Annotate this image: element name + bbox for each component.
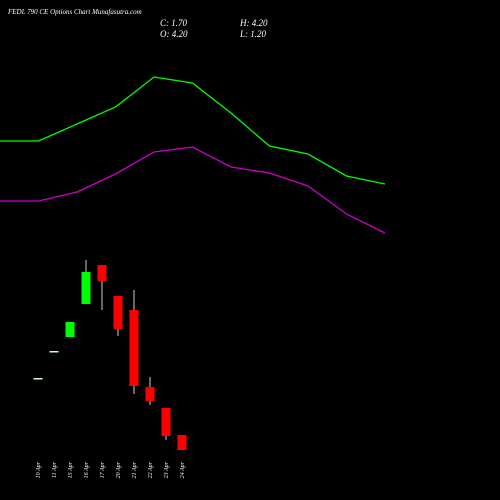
candle-body [161,408,171,436]
candle-body [145,387,155,401]
candle-body [113,296,123,329]
candle-body [49,351,59,353]
close-info: C: 1.70 [160,18,188,28]
low-info: L: 1.20 [239,29,267,39]
x-tick-label: 20 Apr [116,461,122,478]
x-tick-label: 15 Apr [68,461,74,478]
x-tick-label: 23 Apr [164,461,170,478]
candle-body [97,265,107,281]
high-info: H: 4.20 [239,18,268,28]
candle-body [33,378,43,380]
indicator-line [0,76,386,185]
x-tick-label: 22 Apr [148,461,154,478]
chart-title: FEDL 790 CE Options Chart Munafasutra.co… [7,8,142,16]
open-info: O: 4.20 [160,29,188,39]
candle-body [177,435,187,450]
x-tick-label: 17 Apr [100,461,106,478]
x-tick-label: 16 Apr [84,461,90,478]
x-tick-label: 11 Apr [52,461,58,478]
x-tick-label: 24 Apr [179,461,186,478]
candle-body [81,272,91,304]
candle-body [129,310,139,386]
x-tick-label: 21 Apr [132,461,138,478]
x-tick-label: 10 Apr [36,461,42,478]
indicator-line [0,146,386,234]
candle-body [65,322,75,337]
